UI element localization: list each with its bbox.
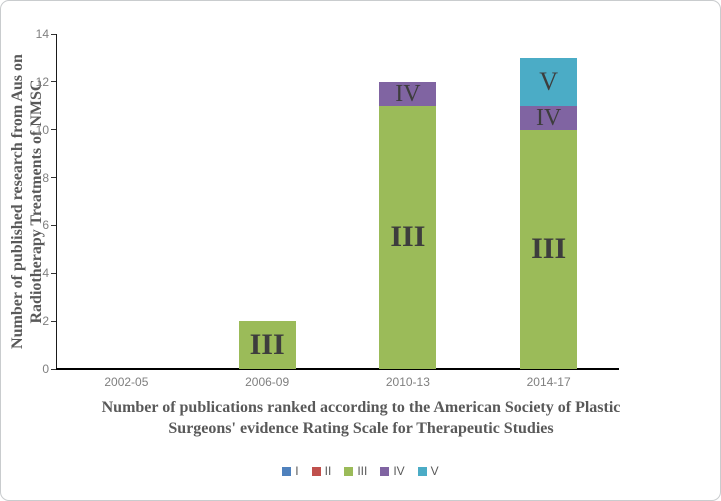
legend-label: IV [393, 464, 405, 478]
bar-segment-label: V [539, 66, 559, 96]
y-tick-label: 8 [42, 170, 49, 185]
legend-item-I: I [282, 464, 299, 478]
bar-segment-III-2014-17: III [520, 129, 578, 369]
y-tick-label: 10 [35, 122, 49, 137]
legend-label: II [324, 464, 332, 478]
y-tick-mark [51, 272, 56, 274]
legend-label: III [357, 464, 368, 478]
y-tick-label: 0 [42, 362, 49, 376]
legend-label: I [295, 464, 299, 478]
y-tick-mark [51, 320, 56, 322]
bar-segment-III-2006-09: III [238, 321, 296, 369]
y-axis-line [56, 34, 57, 369]
y-tick-label: 2 [42, 314, 49, 329]
category-label: 2014-17 [526, 375, 571, 389]
x-axis-title-line2: Surgeons' evidence Rating Scale for Ther… [168, 420, 554, 437]
legend-swatch-III [344, 466, 354, 476]
legend-label: V [430, 464, 439, 478]
category-label: 2006-09 [245, 375, 290, 389]
bar-segment-IV-2014-17: IV [520, 104, 578, 131]
bar-segment-label: III [531, 232, 567, 266]
legend-item-V: V [417, 464, 439, 478]
legend-item-III: III [344, 465, 367, 477]
y-tick-mark [51, 177, 56, 179]
y-tick-label: 4 [42, 266, 49, 281]
x-axis-title: Number of publications ranked according … [61, 397, 661, 439]
legend-item-II: II [311, 464, 332, 478]
bar-segment-III-2010-13: III [379, 105, 437, 369]
y-tick-label: 6 [42, 218, 49, 233]
y-tick-mark [51, 33, 56, 35]
y-tick-mark [51, 224, 56, 226]
category-label: 2010-13 [385, 375, 430, 389]
legend-swatch-IV [380, 466, 390, 476]
legend: I II III IV V [1, 465, 720, 477]
x-axis-title-line1: Number of publications ranked according … [101, 399, 621, 416]
y-tick-label: 14 [35, 27, 49, 41]
y-tick-mark [51, 129, 56, 131]
bar-segment-label: III [390, 220, 426, 254]
bar-segment-IV-2010-13: IV [379, 80, 437, 107]
y-tick-mark [51, 368, 56, 370]
x-axis-line [56, 368, 619, 370]
legend-swatch-V [417, 466, 427, 476]
legend-swatch-II [311, 466, 321, 476]
legend-swatch-I [282, 466, 292, 476]
bar-segment-V-2014-17: V [520, 57, 578, 106]
bar-segment-label: III [249, 328, 285, 362]
legend-item-IV: IV [380, 464, 405, 478]
bar-segment-label: IV [395, 80, 421, 107]
y-tick-mark [51, 81, 56, 83]
category-label: 2002-05 [104, 375, 149, 389]
y-tick-label: 12 [35, 74, 49, 89]
bar-segment-label: IV [535, 104, 562, 131]
